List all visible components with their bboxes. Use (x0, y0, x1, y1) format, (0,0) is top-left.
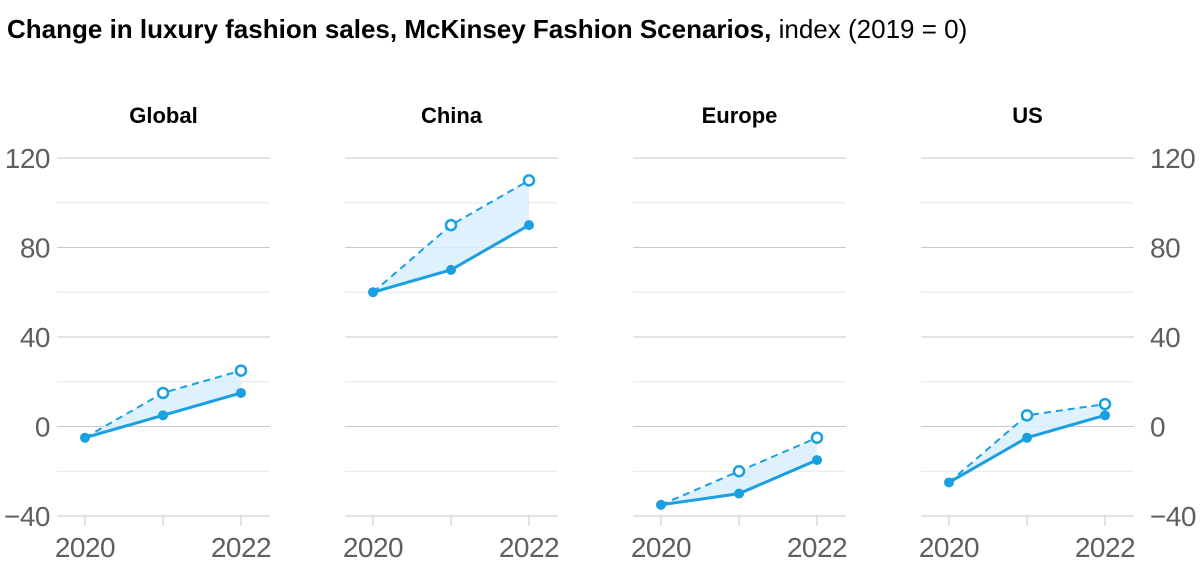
solid-data-point (158, 410, 168, 421)
solid-data-point (524, 220, 534, 231)
x-axis-label: 2022 (499, 532, 559, 563)
y-axis-label-right: 120 (1150, 143, 1195, 174)
y-axis-label-left: 120 (5, 143, 50, 174)
panel-title: Europe (702, 103, 778, 128)
solid-data-point (236, 387, 246, 398)
x-axis-label: 2020 (919, 532, 979, 563)
panel-title: China (421, 103, 483, 128)
y-axis-label-left: 0 (35, 412, 50, 443)
y-axis-label-right: 40 (1150, 322, 1180, 353)
x-axis-label: 2020 (55, 532, 115, 563)
solid-data-point (656, 499, 666, 510)
open-data-point (444, 218, 458, 232)
open-data-point (156, 386, 170, 400)
solid-data-point (368, 287, 378, 298)
open-data-point (522, 174, 536, 187)
x-axis-label: 2020 (343, 532, 403, 563)
x-axis-label: 2020 (631, 532, 691, 563)
solid-data-point (944, 477, 954, 488)
x-axis-label: 2022 (787, 532, 847, 563)
y-axis-label-left: 40 (20, 322, 50, 353)
open-data-point (234, 364, 248, 377)
panel-title: Global (129, 103, 197, 128)
y-axis-label-right: 0 (1150, 412, 1165, 443)
solid-data-point (812, 455, 822, 466)
open-data-point (1098, 397, 1112, 411)
solid-data-point (1100, 410, 1110, 421)
scenario-band (373, 180, 529, 293)
solid-data-point (80, 432, 90, 443)
panel-title: US (1012, 103, 1043, 128)
solid-data-point (1022, 432, 1032, 443)
open-data-point (732, 465, 746, 478)
y-axis-label-right: 80 (1150, 233, 1180, 264)
open-data-point (810, 431, 824, 444)
scenario-band (85, 370, 241, 438)
y-axis-label-left: 80 (20, 233, 50, 264)
solid-data-point (446, 264, 456, 275)
solid-data-point (734, 488, 744, 499)
chart-title-main: Change in luxury fashion sales, McKinsey… (7, 14, 772, 44)
x-axis-label: 2022 (211, 532, 271, 563)
open-data-point (1020, 409, 1034, 422)
y-axis-label-left: −40 (4, 501, 50, 532)
y-axis-label-right: −40 (1150, 501, 1196, 532)
chart-title: Change in luxury fashion sales, McKinsey… (7, 13, 967, 45)
scenario-band (949, 404, 1105, 483)
chart-title-unit: index (2019 = 0) (778, 14, 968, 44)
x-axis-label: 2022 (1075, 532, 1135, 563)
